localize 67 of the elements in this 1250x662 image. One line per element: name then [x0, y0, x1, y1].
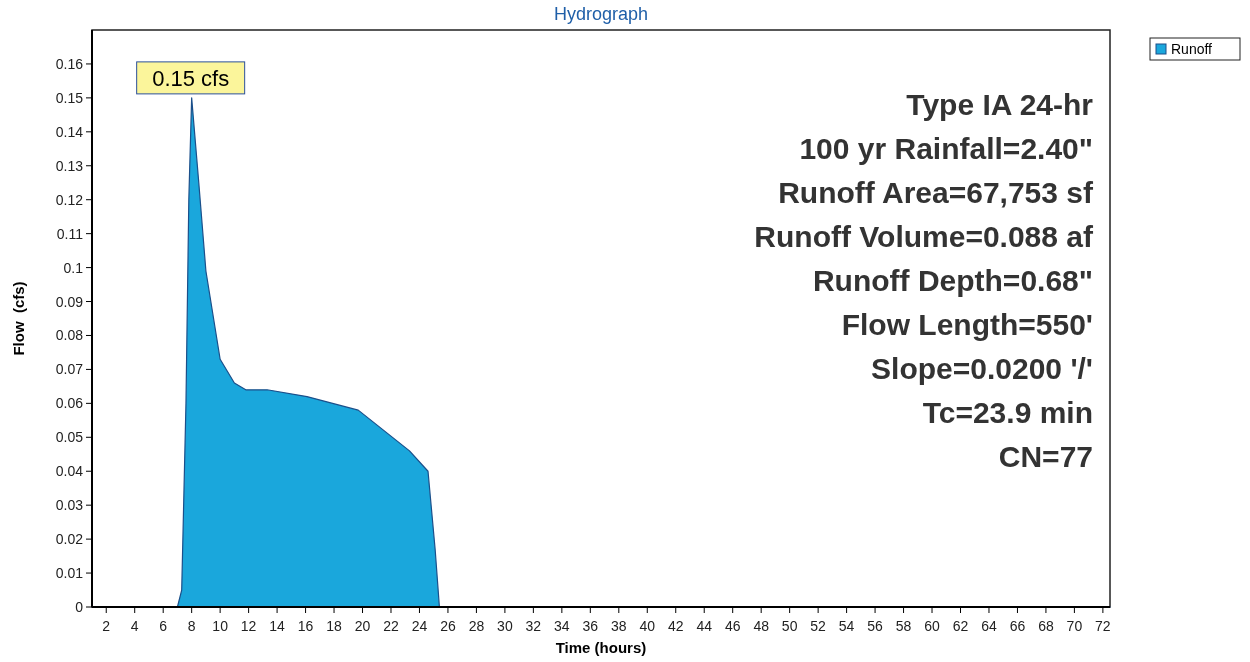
y-tick-label: 0.07 — [55, 361, 84, 378]
x-tick-label: 2 — [102, 618, 111, 634]
x-tick-label: 66 — [1009, 618, 1026, 634]
y-tick-label: 0.09 — [55, 293, 84, 310]
y-tick-label: 0.06 — [55, 395, 84, 412]
y-tick-label: 0.05 — [55, 429, 84, 446]
x-tick-label: 48 — [753, 618, 770, 634]
x-tick-label: 62 — [952, 618, 969, 634]
x-tick-label: 46 — [724, 618, 741, 634]
y-tick-label: 0.1 — [63, 259, 84, 276]
x-tick-label: 34 — [554, 618, 570, 634]
x-tick-label: 42 — [667, 618, 684, 634]
x-tick-label: 54 — [838, 618, 855, 634]
annotation: 0.15 cfs — [152, 65, 230, 91]
x-tick-label: 8 — [187, 618, 196, 634]
annotation: Runoff Depth=0.68" — [812, 264, 1093, 297]
x-tick-label: 36 — [582, 618, 599, 634]
x-tick-label: 72 — [1095, 618, 1111, 634]
x-tick-label: 40 — [639, 618, 656, 634]
y-tick-label: 0.14 — [55, 123, 84, 140]
y-tick-label: 0 — [75, 599, 84, 615]
y-tick-label: 0.11 — [56, 225, 84, 242]
annotation: Flow Length=550' — [841, 308, 1093, 341]
x-tick-label: 58 — [895, 618, 912, 634]
y-tick-label: 0.04 — [55, 463, 84, 480]
x-tick-label: 64 — [981, 618, 997, 634]
x-tick-label: 18 — [326, 618, 343, 634]
y-axis-title: Flow (cfs) — [10, 281, 27, 356]
x-axis-title: Time (hours) — [555, 639, 647, 656]
x-tick-label: 52 — [810, 618, 827, 634]
annotation: Runoff Area=67,753 sf — [778, 176, 1094, 209]
x-tick-label: 20 — [354, 618, 371, 634]
annotation: Type IA 24-hr — [906, 88, 1094, 121]
x-tick-label: 68 — [1038, 618, 1054, 634]
x-tick-label: 70 — [1066, 618, 1083, 634]
y-tick-label: 0.01 — [55, 565, 84, 582]
chart-title: Hydrograph — [553, 4, 649, 24]
x-tick-label: 6 — [159, 618, 168, 634]
annotation: Runoff Volume=0.088 af — [754, 220, 1095, 253]
annotation: Slope=0.0200 '/' — [871, 352, 1093, 385]
x-tick-label: 24 — [411, 618, 428, 634]
x-tick-label: 22 — [383, 618, 399, 634]
y-tick-label: 0.08 — [55, 327, 84, 344]
y-tick-label: 0.02 — [55, 531, 84, 548]
x-tick-label: 4 — [130, 618, 139, 634]
x-tick-label: 14 — [269, 618, 286, 634]
x-tick-label: 26 — [440, 618, 456, 634]
x-tick-label: 16 — [297, 618, 314, 634]
legend-label: Runoff — [1171, 41, 1213, 57]
annotation: CN=77 — [998, 440, 1093, 473]
y-tick-label: 0.13 — [55, 157, 84, 174]
x-tick-label: 28 — [468, 618, 485, 634]
x-tick-label: 56 — [867, 618, 884, 634]
x-tick-label: 50 — [781, 618, 798, 634]
x-tick-label: 30 — [497, 618, 513, 634]
x-tick-label: 38 — [611, 618, 627, 634]
y-tick-label: 0.03 — [55, 497, 84, 514]
y-tick-label: 0.12 — [55, 191, 84, 208]
y-tick-label: 0.16 — [55, 55, 84, 72]
x-tick-label: 10 — [212, 618, 229, 634]
x-tick-label: 32 — [525, 618, 542, 634]
annotation: 100 yr Rainfall=2.40" — [799, 132, 1093, 165]
annotation: Tc=23.9 min — [922, 396, 1093, 429]
x-tick-label: 12 — [240, 618, 257, 634]
x-tick-label: 60 — [924, 618, 941, 634]
x-tick-label: 44 — [696, 618, 713, 634]
y-tick-label: 0.15 — [55, 89, 84, 106]
